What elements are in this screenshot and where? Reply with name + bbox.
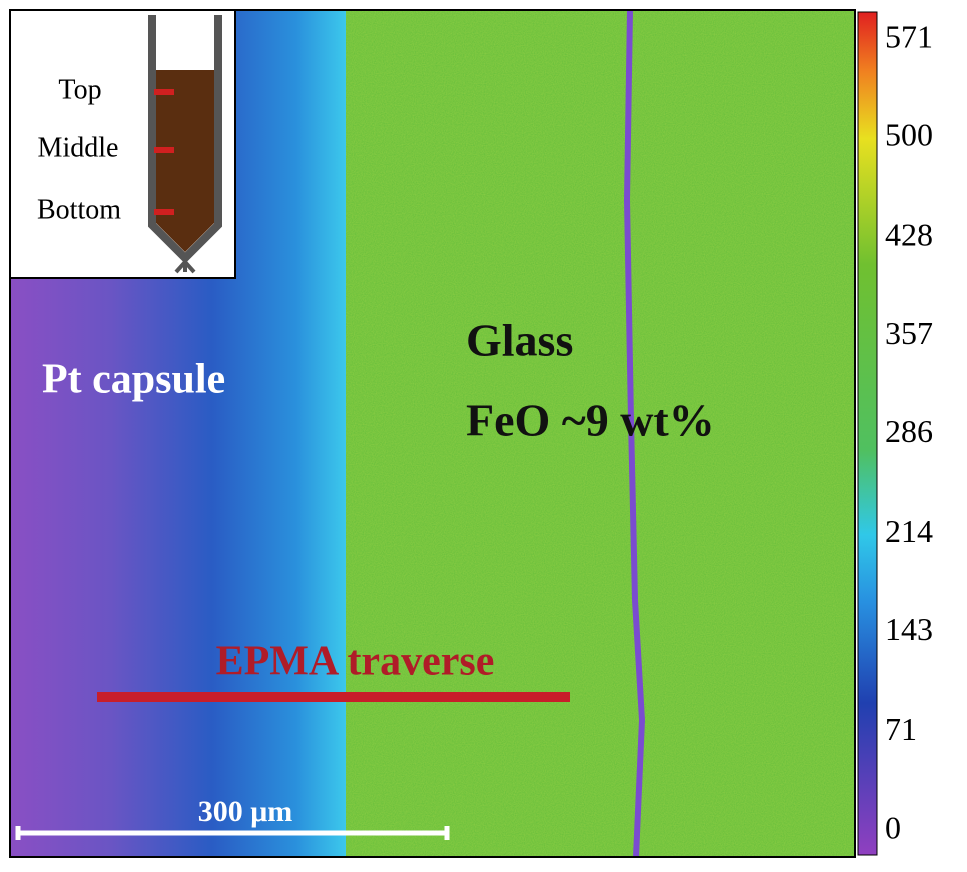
figure: Top Middle Bottom Pt capsule Glass FeO ~…	[0, 0, 967, 867]
colorbar-tick-label: 143	[885, 611, 933, 647]
colorbar-tick-label: 357	[885, 315, 933, 351]
inset-label: Bottom	[37, 194, 121, 225]
colorbar-tick-label: 571	[885, 18, 933, 54]
colorbar-tick-label: 0	[885, 809, 901, 845]
colorbar	[858, 12, 877, 855]
inset: Top Middle Bottom	[10, 10, 235, 278]
colorbar-tick-label: 71	[885, 711, 917, 747]
colorbar-tick-label: 428	[885, 216, 933, 252]
colorbar-tick-label: 286	[885, 413, 933, 449]
colorbar-tick-label: 500	[885, 117, 933, 153]
traverse-label: EPMA traverse	[216, 639, 495, 685]
glass-label: Glass	[466, 315, 573, 366]
capsule-label: Pt capsule	[42, 357, 225, 403]
inset-label: Top	[58, 74, 101, 105]
feo-label: FeO ~9 wt%	[466, 395, 715, 446]
inset-label: Middle	[38, 132, 119, 163]
colorbar-ticks: 0 71 143 214 286 357 428 500 571	[885, 18, 933, 845]
scale-label: 300 μm	[198, 795, 293, 828]
colorbar-tick-label: 214	[885, 513, 933, 549]
